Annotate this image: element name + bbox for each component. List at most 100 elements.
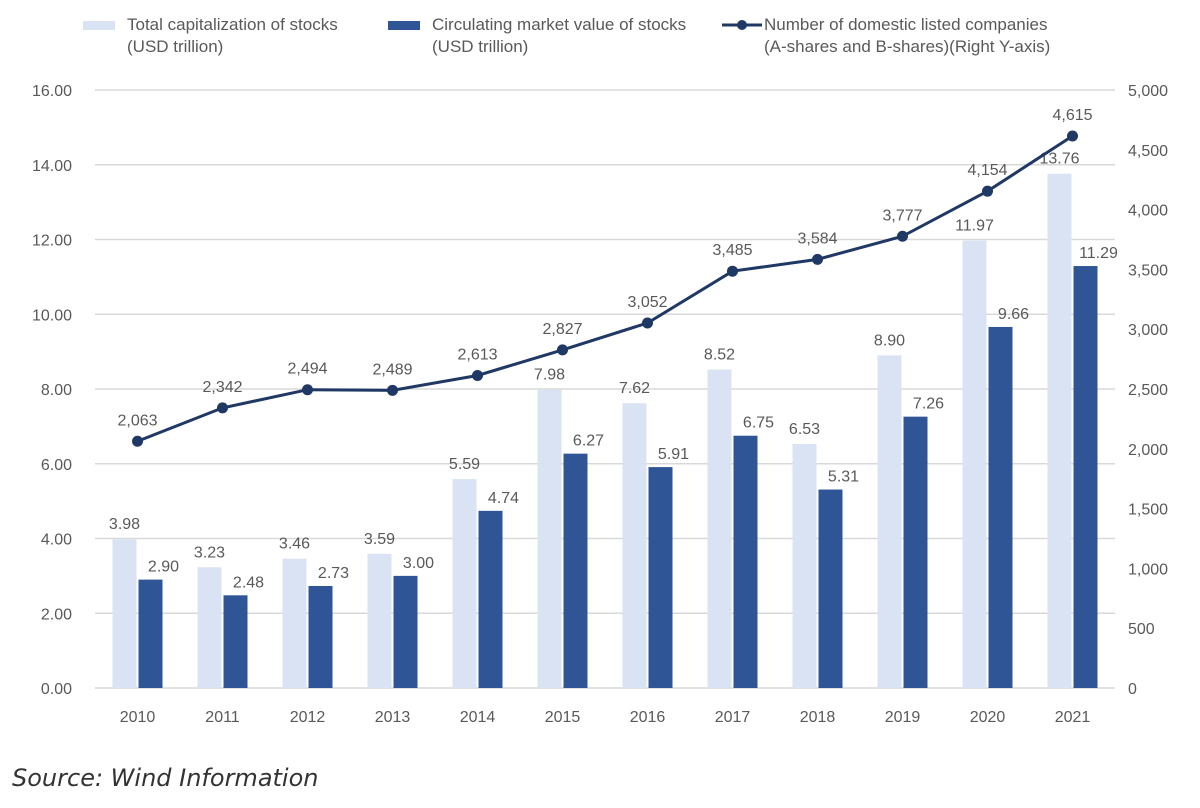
data-label-total-cap: 3.46 <box>279 536 310 553</box>
data-label-total-cap: 8.52 <box>704 347 735 364</box>
x-tick-label: 2020 <box>970 709 1006 726</box>
legend-label: (A-shares and B-shares)(Right Y-axis) <box>764 37 1051 56</box>
right-tick-label: 4,000 <box>1128 203 1168 220</box>
bar-total-cap <box>622 403 647 688</box>
legend-label: (USD trillion) <box>432 37 529 56</box>
data-label-circulating: 2.48 <box>233 574 264 591</box>
data-label-total-cap: 7.98 <box>534 367 565 384</box>
x-tick-label: 2012 <box>290 709 326 726</box>
right-tick-label: 500 <box>1128 621 1155 638</box>
bar-total-cap <box>282 558 307 688</box>
line-point <box>727 265 738 277</box>
line-point <box>897 230 908 242</box>
data-label-circulating: 2.73 <box>318 565 349 582</box>
data-label-listed-companies: 3,052 <box>627 294 667 311</box>
data-label-total-cap: 13.76 <box>1039 151 1079 168</box>
bar-total-cap <box>707 369 732 688</box>
left-tick-label: 2.00 <box>41 606 72 623</box>
x-tick-label: 2014 <box>460 709 496 726</box>
bar-total-cap <box>1047 173 1072 689</box>
line-point <box>557 344 568 356</box>
data-label-circulating: 6.27 <box>573 433 604 450</box>
left-tick-label: 16.00 <box>32 83 72 100</box>
data-label-listed-companies: 2,613 <box>457 346 497 363</box>
data-label-listed-companies: 3,584 <box>797 230 837 247</box>
bar-circulating <box>733 435 758 688</box>
x-tick-label: 2021 <box>1055 709 1091 726</box>
x-tick-label: 2015 <box>545 709 581 726</box>
bar-circulating <box>308 585 333 688</box>
data-label-listed-companies: 2,494 <box>287 361 327 378</box>
source-note: Source: Wind Information <box>12 764 319 792</box>
bar-total-cap <box>537 389 562 688</box>
bar-circulating <box>988 326 1013 688</box>
data-label-total-cap: 11.97 <box>955 218 994 235</box>
x-tick-label: 2018 <box>800 709 836 726</box>
right-tick-label: 3,500 <box>1128 262 1168 279</box>
legend-label: Circulating market value of stocks <box>432 15 687 34</box>
bar-circulating <box>818 489 843 688</box>
right-tick-label: 2,500 <box>1128 382 1168 399</box>
x-tick-label: 2010 <box>120 709 156 726</box>
data-label-total-cap: 6.53 <box>789 421 820 438</box>
data-label-listed-companies: 4,154 <box>967 162 1007 179</box>
data-label-circulating: 7.26 <box>913 396 944 413</box>
data-label-circulating: 3.00 <box>403 555 434 572</box>
left-tick-label: 8.00 <box>41 382 72 399</box>
bar-circulating <box>138 579 163 688</box>
bar-circulating <box>223 595 248 688</box>
data-label-total-cap: 8.90 <box>874 332 905 349</box>
data-label-total-cap: 7.62 <box>619 380 650 397</box>
data-label-listed-companies: 2,827 <box>542 321 582 338</box>
right-tick-label: 0 <box>1128 681 1137 698</box>
line-listed-companies <box>136 134 1074 443</box>
data-label-listed-companies: 4,615 <box>1052 107 1092 124</box>
line-point <box>812 253 823 265</box>
bar-total-cap <box>367 553 392 688</box>
data-label-total-cap: 5.59 <box>449 456 480 473</box>
data-label-total-cap: 3.59 <box>364 531 395 548</box>
left-tick-label: 4.00 <box>41 532 72 549</box>
legend-swatch-total-cap <box>83 21 115 30</box>
line-point <box>132 435 143 447</box>
data-label-circulating: 2.90 <box>148 559 179 576</box>
legend-listed-companies: Number of domestic listed companies (A-s… <box>722 14 1050 58</box>
data-label-listed-companies: 2,063 <box>117 412 157 429</box>
legend-total-cap: Total capitalization of stocks (USD tril… <box>83 14 338 58</box>
legend-line-marker-icon <box>722 20 762 30</box>
data-label-total-cap: 3.23 <box>194 544 225 561</box>
line-point <box>217 402 228 414</box>
left-tick-label: 14.00 <box>32 158 72 175</box>
data-label-listed-companies: 2,342 <box>202 379 242 396</box>
bar-circulating <box>1073 266 1098 688</box>
x-tick-label: 2011 <box>205 709 240 726</box>
legend-label: Total capitalization of stocks <box>127 15 338 34</box>
bar-total-cap <box>877 355 902 688</box>
data-label-total-cap: 3.98 <box>109 516 140 533</box>
right-tick-label: 2,000 <box>1128 442 1168 459</box>
line-point <box>1067 130 1078 142</box>
bar-total-cap <box>112 539 137 688</box>
x-tick-label: 2019 <box>885 709 921 726</box>
data-label-listed-companies: 3,485 <box>712 242 752 259</box>
left-tick-label: 0.00 <box>41 681 72 698</box>
legend-label: Number of domestic listed companies <box>764 15 1048 34</box>
right-tick-label: 5,000 <box>1128 83 1168 100</box>
data-label-circulating: 4.74 <box>488 490 519 507</box>
legend-circulating: Circulating market value of stocks (USD … <box>388 14 686 58</box>
bar-total-cap <box>962 240 987 688</box>
bar-circulating <box>393 575 418 688</box>
left-tick-label: 12.00 <box>32 233 72 250</box>
data-label-listed-companies: 3,777 <box>882 207 922 224</box>
bar-circulating <box>903 416 928 688</box>
data-label-circulating: 5.91 <box>658 446 689 463</box>
left-tick-label: 6.00 <box>41 457 72 474</box>
x-tick-label: 2017 <box>715 709 751 726</box>
bar-circulating <box>478 510 503 688</box>
line-point <box>982 185 993 197</box>
bar-circulating <box>563 453 588 688</box>
legend-swatch-circulating <box>388 21 420 30</box>
right-tick-label: 4,500 <box>1128 143 1168 160</box>
line-point <box>387 384 398 396</box>
bar-circulating <box>648 467 673 688</box>
